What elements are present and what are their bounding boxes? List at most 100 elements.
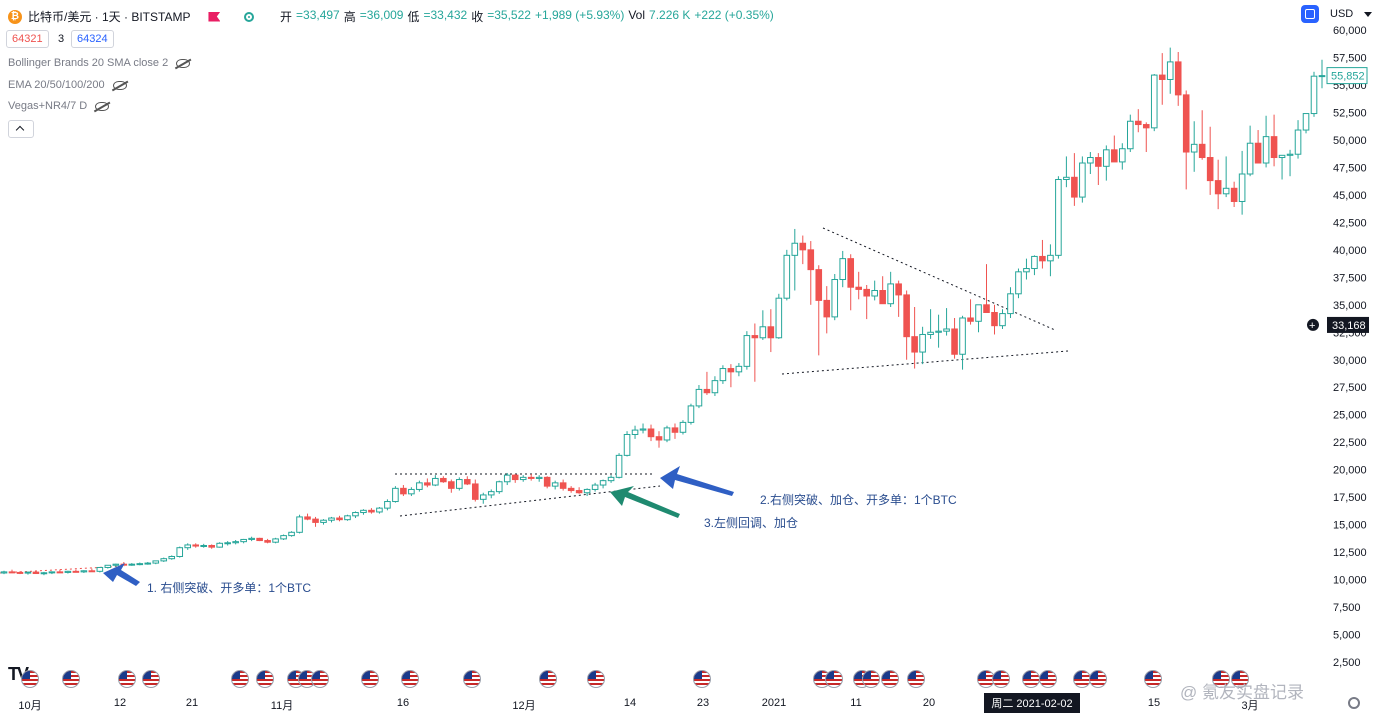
- candle-body: [1142, 124, 1150, 129]
- us-flag-event-icon[interactable]: [1089, 670, 1107, 688]
- us-flag-event-icon[interactable]: [1212, 670, 1230, 688]
- us-flag-event-icon[interactable]: [142, 670, 160, 688]
- candle-body: [959, 317, 966, 355]
- candle-body: [1182, 94, 1190, 153]
- candle-body: [879, 290, 886, 305]
- us-flag-event-icon[interactable]: [1022, 670, 1040, 688]
- candle-body: [416, 482, 423, 490]
- symbol-title[interactable]: 比特币/美元 · 1天 · BITSTAMP: [28, 10, 191, 24]
- candle-body: [432, 477, 439, 486]
- us-flag-event-icon[interactable]: [881, 670, 899, 688]
- candle-body: [1039, 255, 1046, 262]
- candle-body: [264, 540, 271, 543]
- y-tick-label: 35,000: [1333, 300, 1367, 312]
- eye-hidden-icon[interactable]: [95, 101, 110, 111]
- us-flag-event-icon[interactable]: [62, 670, 80, 688]
- us-flag-event-icon[interactable]: [361, 670, 379, 688]
- candle-body: [535, 476, 543, 479]
- y-tick-label: 27,500: [1333, 382, 1367, 394]
- us-flag-event-icon[interactable]: [118, 670, 136, 688]
- candle-body: [519, 476, 527, 481]
- us-flag-event-icon[interactable]: [539, 670, 557, 688]
- candle-body: [1071, 176, 1078, 198]
- y-tick-label: 12,500: [1333, 547, 1367, 559]
- y-tick-label: 57,500: [1333, 53, 1367, 65]
- x-tick-label: 15: [1147, 697, 1161, 709]
- y-tick-label: 2,500: [1333, 657, 1361, 669]
- candle-body: [424, 482, 431, 486]
- x-tick-label: 16: [396, 697, 410, 709]
- y-tick-label: 25,000: [1333, 410, 1367, 422]
- eye-hidden-icon[interactable]: [112, 80, 127, 90]
- candle-body: [1007, 293, 1014, 315]
- us-flag-event-icon[interactable]: [311, 670, 329, 688]
- candle-body: [967, 317, 974, 322]
- candle-body: [911, 336, 918, 353]
- us-flag-event-icon[interactable]: [587, 670, 605, 688]
- us-flag-event-icon[interactable]: [1231, 670, 1249, 688]
- candle-body: [935, 330, 942, 333]
- candle-body: [663, 427, 671, 441]
- candle-body: [216, 542, 223, 548]
- candle-body: [927, 331, 934, 335]
- add-alert-icon[interactable]: [1307, 318, 1319, 331]
- x-tick-label: 20: [922, 697, 936, 709]
- candle-body: [999, 313, 1006, 327]
- us-flag-event-icon[interactable]: [401, 670, 419, 688]
- candle-body: [767, 326, 775, 339]
- sell-price[interactable]: 64321: [6, 30, 49, 48]
- candle-body: [80, 570, 88, 573]
- candle-body: [72, 570, 80, 573]
- candle-body: [256, 537, 263, 542]
- candle-body: [511, 474, 519, 481]
- indicator-ema[interactable]: EMA 20/50/100/200: [8, 79, 127, 91]
- candle-body: [440, 477, 447, 483]
- candle-body: [687, 405, 695, 423]
- arrow-1: [103, 563, 140, 586]
- candle-body: [951, 328, 958, 355]
- indicator-bollinger[interactable]: Bollinger Brands 20 SMA close 2: [8, 57, 191, 69]
- candle-body: [1318, 75, 1326, 78]
- candle-body: [1214, 180, 1222, 195]
- us-flag-event-icon[interactable]: [693, 670, 711, 688]
- candle-body: [631, 429, 639, 435]
- y-tick-label: 22,500: [1333, 437, 1367, 449]
- indicator-vegas[interactable]: Vegas+NR4/7 D: [8, 100, 110, 112]
- candle-body: [1015, 271, 1022, 295]
- x-tick-label: 2021: [761, 697, 787, 709]
- y-tick-label: 45,000: [1333, 190, 1367, 202]
- candle-body: [991, 311, 998, 327]
- compare-button[interactable]: [1301, 5, 1319, 23]
- triangle-upper-line: [822, 227, 1056, 331]
- us-flag-event-icon[interactable]: [992, 670, 1010, 688]
- us-flag-event-icon[interactable]: [1039, 670, 1057, 688]
- us-flag-event-icon[interactable]: [231, 670, 249, 688]
- chevron-down-icon[interactable]: [1364, 12, 1372, 17]
- us-flag-event-icon[interactable]: [21, 670, 39, 688]
- symbol-group[interactable]: ₿ 比特币/美元 · 1天 · BITSTAMP: [8, 8, 255, 25]
- candle-body: [288, 531, 295, 537]
- y-tick-label: 37,500: [1333, 272, 1367, 284]
- us-flag-event-icon[interactable]: [1144, 670, 1162, 688]
- candle-body: [184, 544, 192, 549]
- us-flag-event-icon[interactable]: [256, 670, 274, 688]
- buy-price[interactable]: 64324: [71, 30, 114, 48]
- candle-body: [1095, 157, 1102, 167]
- us-flag-event-icon[interactable]: [463, 670, 481, 688]
- annotation-arrows: [103, 466, 734, 586]
- us-flag-event-icon[interactable]: [907, 670, 925, 688]
- y-tick-label: 30,000: [1333, 355, 1367, 367]
- currency-select[interactable]: USD: [1330, 8, 1354, 20]
- candle-body: [1063, 176, 1070, 180]
- us-flag-event-icon[interactable]: [862, 670, 880, 688]
- eye-hidden-icon[interactable]: [176, 58, 191, 68]
- gear-icon[interactable]: [1348, 697, 1360, 709]
- candle-body: [559, 482, 567, 489]
- collapse-legend-button[interactable]: [8, 120, 34, 138]
- us-flag-event-icon[interactable]: [825, 670, 843, 688]
- low-value: =33,432: [423, 8, 468, 22]
- y-tick-label: 20,000: [1333, 465, 1367, 477]
- flag-icon[interactable]: [208, 11, 221, 22]
- candle-body: [96, 566, 104, 572]
